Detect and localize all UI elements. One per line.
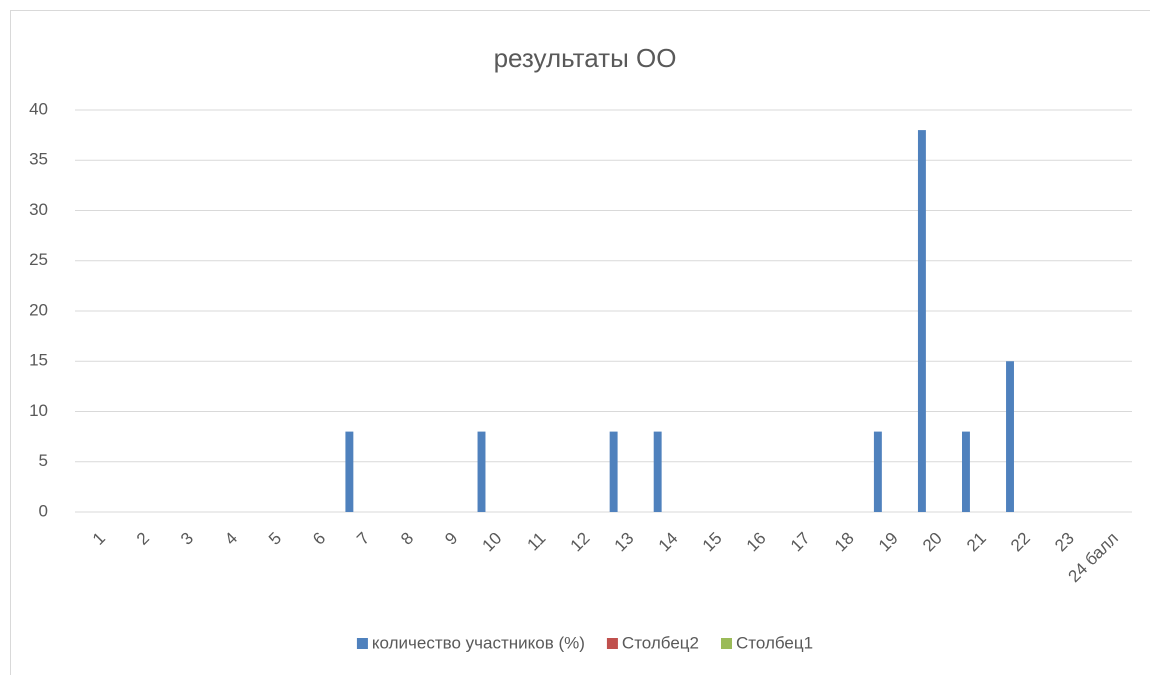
legend-swatch xyxy=(606,638,618,649)
y-tick-label: 10 xyxy=(29,401,48,420)
y-tick-label: 20 xyxy=(29,300,48,319)
chart-frame xyxy=(10,10,1150,675)
y-tick-label: 35 xyxy=(29,150,48,169)
y-tick-label: 0 xyxy=(39,501,48,520)
bar xyxy=(477,431,486,512)
bar xyxy=(345,431,354,512)
legend-label: количество участников (%) xyxy=(372,633,585,652)
bar xyxy=(1006,361,1014,512)
bar xyxy=(917,130,926,512)
y-tick-label: 30 xyxy=(29,200,48,219)
bar xyxy=(653,431,662,512)
y-tick-label: 5 xyxy=(39,451,48,470)
legend-swatch xyxy=(356,638,368,649)
bar xyxy=(873,431,882,512)
legend-swatch xyxy=(721,638,732,649)
legend-label: Столбец2 xyxy=(622,633,699,652)
y-tick-label: 40 xyxy=(29,99,48,118)
legend-label: Столбец1 xyxy=(736,633,813,652)
chart-title: результаты ОО xyxy=(494,43,677,73)
bar xyxy=(609,431,618,512)
y-tick-label: 15 xyxy=(29,351,48,370)
bar xyxy=(961,431,970,512)
y-tick-label: 25 xyxy=(29,250,48,269)
legend: количество участников (%) Столбец2 Столбец… xyxy=(356,633,813,652)
